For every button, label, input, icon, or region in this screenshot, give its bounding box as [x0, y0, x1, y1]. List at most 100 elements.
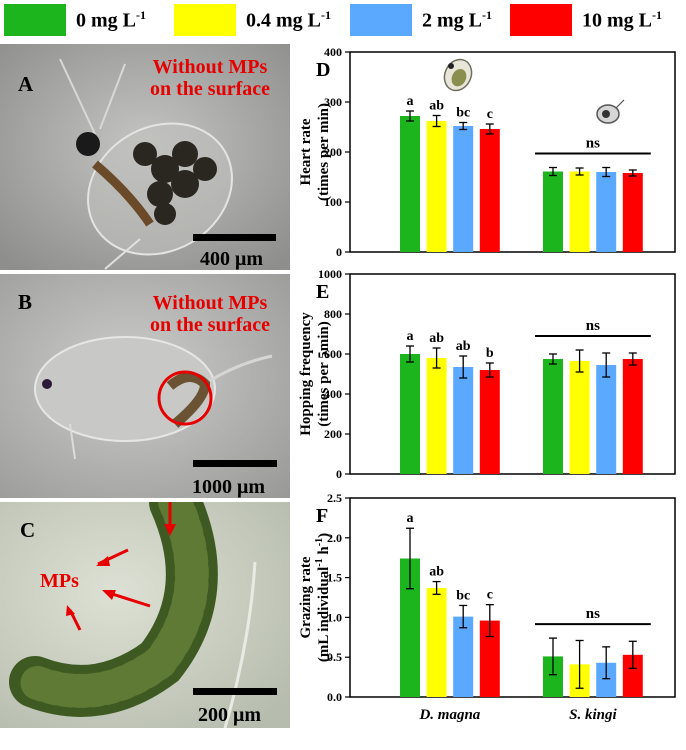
note-mps-c: MPs — [40, 570, 79, 592]
bar-e-g0-s3 — [479, 370, 500, 474]
bar-e-g0-s1 — [426, 358, 447, 474]
bar-d-g0-s3 — [479, 129, 500, 252]
note-a-line1: Without MPs — [152, 56, 268, 78]
note-without-mps-a: Without MPs on the surface — [135, 56, 285, 100]
bar-e-g1-s3 — [622, 359, 643, 474]
y-tick-label-f: 1.0 — [327, 610, 342, 624]
y-tick-label-f: 2.5 — [327, 491, 342, 505]
photo-b: B Without MPs on the surface 1000 μm — [0, 274, 290, 498]
ns-label-f: ns — [586, 606, 600, 622]
photo-a: A Without MPs on the surface 400 μm — [0, 44, 290, 270]
bar-d-g1-s1 — [569, 171, 590, 252]
daphnia-magna-icon-gut — [451, 68, 467, 87]
daphnia-magna-icon — [443, 58, 473, 92]
legend-swatch-yellow — [174, 4, 236, 36]
bar-d-g1-s3 — [622, 173, 643, 252]
y-axis-label2-d: (times per min) — [316, 103, 332, 201]
daphnia-magna-icon-eye — [448, 63, 454, 69]
significance-letter-e: b — [486, 346, 494, 361]
legend-label-0mg: 0 mg L — [76, 9, 136, 32]
daphnia-image-b — [0, 274, 290, 498]
y-tick-label-e: 800 — [324, 307, 342, 321]
bar-d-g1-s2 — [596, 172, 617, 252]
panel-letter-b: B — [18, 290, 33, 314]
y-tick-label-f: 2.0 — [327, 531, 342, 545]
significance-letter-e: ab — [456, 339, 471, 354]
plot-frame-f — [349, 497, 676, 698]
bar-f-g0-s1 — [426, 587, 447, 697]
daphnia-image-a — [0, 44, 290, 270]
bar-f-g0-s2 — [453, 616, 474, 697]
significance-letter-e: ab — [429, 331, 444, 346]
legend-swatch-green — [4, 4, 66, 36]
legend-sup-0mg: -1 — [136, 8, 146, 22]
scale-label-b: 1000 μm — [192, 476, 265, 498]
y-axis-label2-e: (times per 5min) — [316, 321, 332, 427]
note-b-line2: on the surface — [150, 314, 270, 336]
x-group-label-0: D. magna — [418, 707, 480, 723]
scale-label-c: 200 μm — [198, 704, 261, 726]
y-tick-label-d: 100 — [324, 195, 342, 209]
significance-letter-d: a — [407, 94, 414, 109]
bar-e-g1-s2 — [596, 365, 617, 474]
sida-kingi-icon-spot — [602, 110, 610, 118]
significance-letter-d: ab — [429, 99, 444, 114]
panel-letter-c: C — [20, 518, 36, 542]
bar-e-g1-s1 — [569, 361, 590, 474]
ns-label-d: ns — [586, 136, 600, 152]
y-axis-label2-f: (mL individual-1 h-1) — [314, 533, 332, 662]
bar-d-g0-s0 — [400, 116, 420, 252]
legend-swatch-blue — [350, 4, 412, 36]
y-tick-label-e: 400 — [324, 387, 342, 401]
legend-sup-0-4mg: -1 — [321, 8, 331, 22]
significance-letter-f: a — [407, 511, 414, 526]
y-axis-label-f: Grazing rate — [298, 556, 314, 638]
y-tick-label-e: 1000 — [318, 267, 342, 281]
scale-label-a: 400 μm — [200, 248, 263, 270]
significance-letter-f: ab — [429, 565, 444, 580]
x-group-label-1: S. kingi — [569, 707, 617, 723]
significance-letter-d: bc — [456, 106, 470, 121]
y-tick-label-f: 0.5 — [327, 650, 342, 664]
note-b-line1: Without MPs — [152, 292, 268, 314]
significance-letter-e: a — [407, 329, 414, 344]
panel-letter-f: F — [316, 505, 328, 527]
y-tick-label-d: 0 — [336, 245, 342, 259]
ns-label-e: ns — [586, 318, 600, 334]
legend-sup-10mg: -1 — [652, 8, 662, 22]
bar-f-g0-s3 — [479, 620, 500, 697]
legend-swatch-red — [510, 4, 572, 36]
y-tick-label-d: 400 — [324, 45, 342, 59]
bar-e-g1-s0 — [543, 359, 563, 474]
y-tick-label-d: 200 — [324, 145, 342, 159]
bar-d-g0-s1 — [426, 121, 447, 252]
y-tick-label-f: 1.5 — [327, 571, 342, 585]
y-tick-label-e: 0 — [336, 467, 342, 481]
y-tick-label-d: 300 — [324, 95, 342, 109]
y-axis-label-e: Hopping frequency — [298, 312, 314, 436]
plot-frame-e — [349, 273, 676, 475]
bar-f-g1-s2 — [596, 662, 617, 697]
legend-label-10mg: 10 mg L — [582, 9, 652, 32]
sida-kingi-icon — [596, 99, 625, 124]
panel-letter-a: A — [18, 72, 34, 96]
panel-letter-d: D — [316, 59, 330, 81]
photo-c: C MPs 200 μm — [0, 502, 290, 728]
panel-letter-e: E — [316, 281, 329, 303]
sida-kingi-icon-antenna — [615, 99, 625, 109]
bar-f-g1-s3 — [622, 654, 643, 697]
y-axis-label-end-f: ) — [316, 533, 332, 538]
bar-charts: 0 100 200 300 400 Heart rate (times per min) Da… — [298, 45, 676, 723]
legend: 0 mg L-1 0.4 mg L-1 2 mg L-1 10 mg L-1 — [0, 0, 686, 42]
y-tick-label-f: 0.0 — [327, 690, 342, 704]
scale-bar-c — [193, 688, 277, 695]
scale-bar-a — [193, 234, 276, 241]
y-axis-label-mid-f: h — [316, 546, 332, 559]
y-tick-label-e: 600 — [324, 347, 342, 361]
significance-letter-d: c — [487, 107, 493, 122]
bar-f-g0-s0 — [400, 558, 420, 697]
legend-label-0-4mg: 0.4 mg L — [246, 9, 321, 32]
legend-sup-2mg: -1 — [482, 8, 492, 22]
bar-f-g1-s0 — [543, 656, 563, 697]
significance-letter-f: c — [487, 588, 493, 603]
